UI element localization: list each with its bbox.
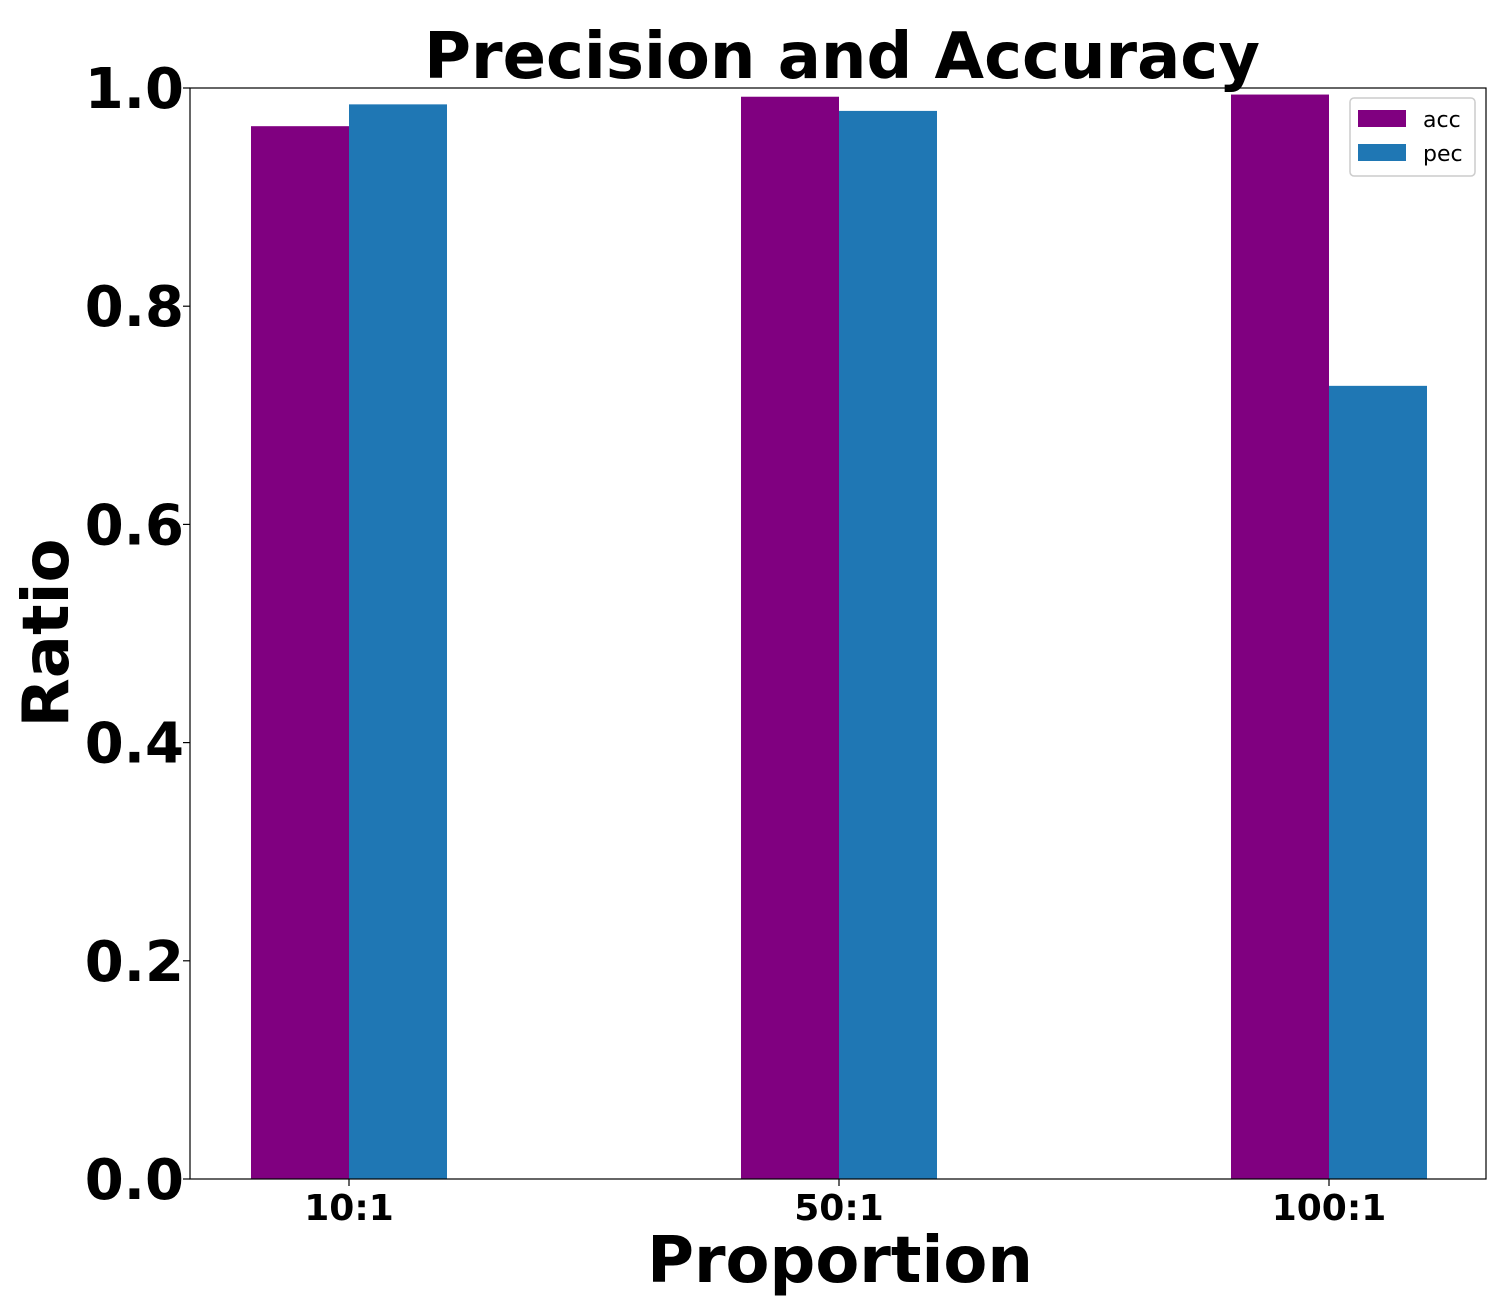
legend-label-pec: pec (1423, 142, 1463, 167)
plot-area-frame (189, 87, 1487, 1180)
x-tick-label: 100:1 (1272, 1188, 1387, 1229)
y-tick-label: 0.4 (85, 712, 184, 777)
x-tick-label: 10:1 (304, 1188, 394, 1229)
bar-acc-10-1 (251, 126, 349, 1179)
y-tick-label: 0.2 (85, 930, 184, 995)
legend: acc pec (1349, 97, 1476, 177)
bar-pec-10-1 (349, 104, 447, 1180)
y-tick-label: 0.0 (85, 1148, 184, 1213)
legend-swatch-acc (1358, 110, 1406, 127)
x-axis-label: Proportion (647, 1224, 1033, 1298)
bar-pec-50-1 (839, 110, 937, 1179)
y-tick-label: 0.8 (85, 275, 184, 340)
chart-title: Precision and Accuracy (424, 20, 1260, 94)
y-tick-label: 1.0 (85, 57, 184, 122)
x-axis-ticks: 10:1 50:1 100:1 (304, 1179, 1386, 1229)
y-tick-label: 0.6 (85, 493, 184, 558)
x-tick-label: 50:1 (794, 1188, 884, 1229)
legend-swatch-pec (1358, 144, 1406, 161)
bars-group (251, 94, 1427, 1180)
legend-items: acc pec (1358, 108, 1463, 167)
bar-pec-100-1 (1329, 385, 1427, 1179)
bar-acc-100-1 (1231, 94, 1329, 1179)
legend-label-acc: acc (1423, 108, 1461, 133)
bar-acc-50-1 (741, 96, 839, 1179)
y-axis-label: Ratio (10, 539, 84, 728)
y-axis-ticks: 0.0 0.2 0.4 0.6 0.8 1.0 (85, 57, 190, 1213)
